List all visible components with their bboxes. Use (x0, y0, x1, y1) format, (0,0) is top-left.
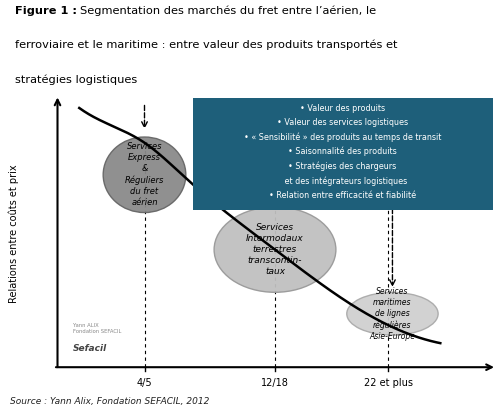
Text: Yann ALIX
Fondation SEFACIL: Yann ALIX Fondation SEFACIL (72, 323, 121, 334)
Text: Sefacil: Sefacil (72, 344, 107, 353)
Text: 12/18: 12/18 (261, 378, 289, 388)
Text: stratégies logistiques: stratégies logistiques (15, 75, 137, 85)
Ellipse shape (103, 137, 186, 213)
Text: ferroviaire et le maritime : entre valeur des produits transportés et: ferroviaire et le maritime : entre valeu… (15, 40, 398, 50)
Text: Segmentation des marchés du fret entre l’aérien, le: Segmentation des marchés du fret entre l… (80, 6, 376, 16)
Ellipse shape (347, 293, 438, 335)
Text: Services
Express
&
Réguliers
du fret
aérien: Services Express & Réguliers du fret aér… (125, 142, 164, 207)
Text: Services
Intermodaux
terrestres
transcontin-
taux: Services Intermodaux terrestres transcon… (246, 223, 304, 276)
Text: • Valeur des produits
• Valeur des services logistiques
• « Sensibilité » des pr: • Valeur des produits • Valeur des servi… (244, 104, 441, 200)
Ellipse shape (214, 207, 336, 292)
Text: Figure 1 :: Figure 1 : (15, 6, 81, 16)
Text: Services
maritimes
de lignes
régulières
Asie-Europe: Services maritimes de lignes régulières … (370, 287, 416, 341)
Text: 22 et plus: 22 et plus (364, 378, 412, 388)
Text: 4/5: 4/5 (136, 378, 152, 388)
Text: Relations entre coûts et prix: Relations entre coûts et prix (8, 164, 20, 303)
Text: Source : Yann Alix, Fondation SEFACIL, 2012: Source : Yann Alix, Fondation SEFACIL, 2… (10, 397, 209, 406)
